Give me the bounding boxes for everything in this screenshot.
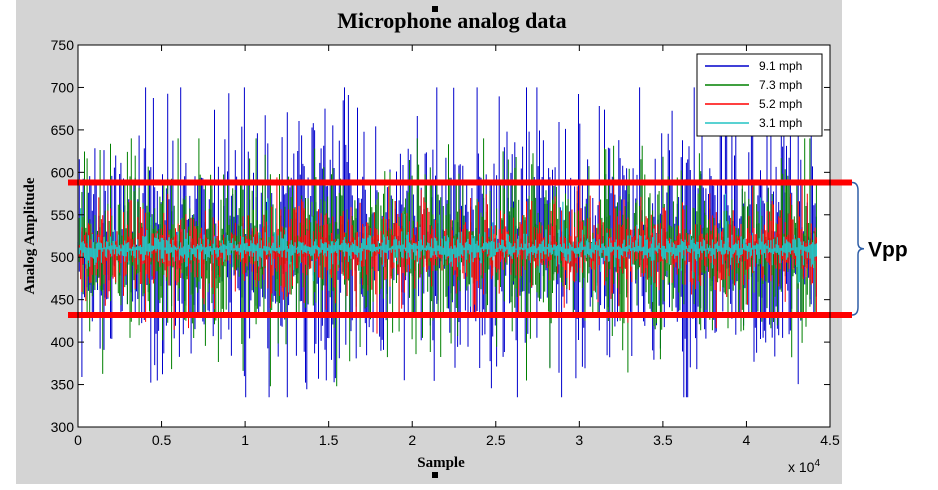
x-axis-multiplier: x 104 <box>788 458 820 475</box>
vpp-bracket <box>851 181 865 316</box>
legend-label: 5.2 mph <box>759 97 802 111</box>
x-tick-label: 2.5 <box>486 432 506 448</box>
series-traces <box>77 87 817 398</box>
y-axis-label: Analog Amplitude <box>22 177 38 294</box>
y-tick-label: 300 <box>51 419 75 435</box>
legend-label: 3.1 mph <box>759 116 802 130</box>
x-tick-label: 4.5 <box>820 432 840 448</box>
figure-handle-top <box>432 6 438 12</box>
y-tick-label: 650 <box>51 122 75 138</box>
x-tick-label: 1 <box>241 432 249 448</box>
x-axis-multiplier-base: x 10 <box>788 459 815 475</box>
figure-handle-bottom <box>432 472 438 478</box>
axes: 0 0.5 1 1.5 2 2.5 3 3.5 4 4.5 300 350 400 450 500 550 60… <box>51 37 840 448</box>
vpp-annotation: Vpp <box>868 239 908 262</box>
legend-label: 9.1 mph <box>759 59 802 73</box>
x-tick-label: 4 <box>743 432 751 448</box>
y-tick-label: 600 <box>51 164 75 180</box>
x-tick-label: 2 <box>408 432 416 448</box>
axes-frame <box>77 44 831 428</box>
x-tick-label: 1.5 <box>319 432 339 448</box>
y-tick-label: 400 <box>51 334 75 350</box>
x-tick-label: 0 <box>74 432 82 448</box>
y-tick-label: 350 <box>51 377 75 393</box>
legend: 9.1 mph 7.3 mph 5.2 mph 3.1 mph <box>696 53 823 137</box>
y-tick-label: 550 <box>51 207 75 223</box>
y-tick-label: 700 <box>51 79 75 95</box>
x-axis-multiplier-exponent: 4 <box>814 458 820 469</box>
y-tick-label: 750 <box>51 37 75 53</box>
x-tick-label: 3.5 <box>653 432 673 448</box>
x-tick-label: 0.5 <box>152 432 172 448</box>
legend-label: 7.3 mph <box>759 78 802 92</box>
y-tick-label: 450 <box>51 292 75 308</box>
y-tick-label: 500 <box>51 249 75 265</box>
reference-lines <box>68 179 852 318</box>
chart-title: Microphone analog data <box>337 8 566 33</box>
x-tick-label: 3 <box>575 432 583 448</box>
x-axis-label: Sample <box>417 455 465 471</box>
